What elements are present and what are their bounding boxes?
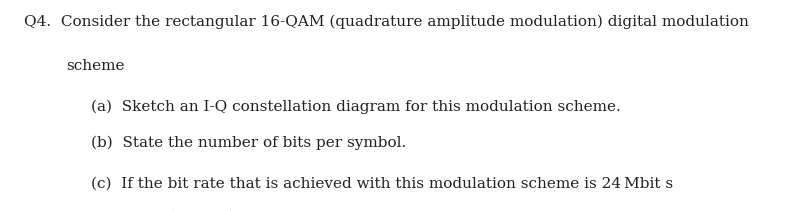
Text: scheme: scheme bbox=[66, 59, 125, 73]
Text: (a)  Sketch an I-Q constellation diagram for this modulation scheme.: (a) Sketch an I-Q constellation diagram … bbox=[91, 99, 620, 114]
Text: Q4.  Consider the rectangular 16-QAM (quadrature amplitude modulation) digital m: Q4. Consider the rectangular 16-QAM (qua… bbox=[24, 15, 749, 29]
Text: (c)  If the bit rate that is achieved with this modulation scheme is 24 Mbit s: (c) If the bit rate that is achieved wit… bbox=[91, 176, 673, 190]
Text: (b)  State the number of bits per symbol.: (b) State the number of bits per symbol. bbox=[91, 136, 406, 150]
